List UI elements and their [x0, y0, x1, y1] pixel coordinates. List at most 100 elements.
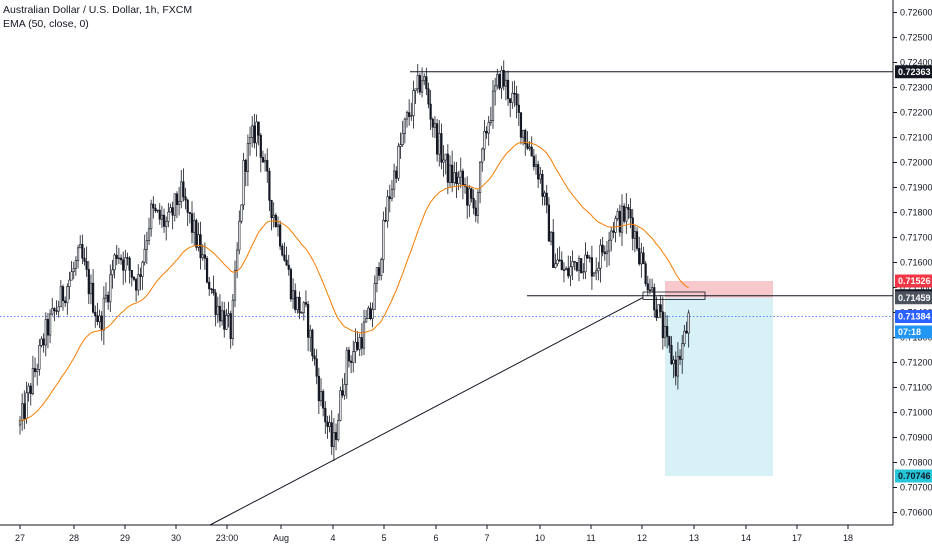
candle[interactable]	[451, 150, 454, 193]
candle[interactable]	[85, 246, 88, 277]
candle[interactable]	[154, 204, 157, 213]
candle[interactable]	[567, 255, 570, 279]
candle[interactable]	[582, 263, 585, 280]
candle[interactable]	[92, 269, 95, 314]
candle[interactable]	[328, 415, 331, 433]
candle[interactable]	[440, 123, 443, 170]
candle[interactable]	[231, 294, 234, 346]
candle[interactable]	[72, 261, 75, 280]
candle[interactable]	[315, 349, 318, 385]
candle[interactable]	[208, 277, 211, 297]
candle[interactable]	[614, 215, 617, 243]
candle[interactable]	[537, 160, 540, 188]
candle[interactable]	[111, 260, 114, 289]
candle[interactable]	[94, 305, 97, 328]
candle[interactable]	[683, 324, 686, 347]
candle[interactable]	[676, 342, 679, 390]
candle[interactable]	[227, 301, 230, 328]
candle[interactable]	[119, 254, 123, 265]
candle[interactable]	[296, 296, 299, 314]
candle[interactable]	[270, 199, 273, 231]
candle[interactable]	[141, 260, 144, 290]
candle[interactable]	[532, 148, 535, 171]
candle[interactable]	[139, 267, 142, 291]
candle[interactable]	[681, 334, 684, 374]
candle[interactable]	[74, 256, 77, 276]
candle[interactable]	[279, 220, 282, 251]
candle[interactable]	[109, 264, 112, 312]
candle[interactable]	[478, 161, 482, 204]
candle[interactable]	[483, 119, 486, 161]
candle[interactable]	[607, 231, 611, 266]
candle[interactable]	[165, 216, 168, 241]
candle[interactable]	[263, 153, 267, 172]
candle[interactable]	[547, 197, 550, 242]
candle[interactable]	[281, 243, 284, 257]
candle[interactable]	[341, 378, 344, 398]
candle[interactable]	[248, 126, 252, 156]
candle[interactable]	[446, 144, 449, 195]
candle[interactable]	[324, 401, 327, 435]
candle[interactable]	[631, 208, 634, 251]
candle[interactable]	[33, 357, 37, 378]
candle[interactable]	[625, 193, 628, 234]
candle[interactable]	[343, 373, 346, 400]
candle[interactable]	[539, 166, 542, 184]
candle[interactable]	[627, 203, 630, 220]
candle[interactable]	[461, 168, 465, 200]
candle[interactable]	[349, 355, 353, 374]
candle[interactable]	[571, 250, 574, 281]
candle[interactable]	[380, 257, 383, 281]
candle[interactable]	[575, 262, 578, 272]
candle[interactable]	[592, 271, 596, 277]
candle[interactable]	[205, 256, 209, 284]
candle[interactable]	[513, 80, 516, 107]
candle[interactable]	[605, 241, 609, 268]
candle[interactable]	[240, 204, 243, 224]
candle[interactable]	[678, 349, 682, 366]
candle[interactable]	[405, 110, 409, 128]
candle[interactable]	[253, 113, 256, 149]
candle[interactable]	[48, 309, 52, 344]
candle[interactable]	[21, 393, 24, 431]
candle[interactable]	[438, 120, 441, 167]
candle[interactable]	[373, 275, 376, 310]
candle[interactable]	[425, 67, 428, 96]
candle[interactable]	[193, 212, 196, 246]
entry-marker-box[interactable]	[642, 291, 706, 300]
candle[interactable]	[306, 301, 310, 352]
candle[interactable]	[44, 312, 47, 357]
candle[interactable]	[169, 203, 172, 213]
candle[interactable]	[655, 296, 658, 322]
candle[interactable]	[412, 80, 415, 129]
candle[interactable]	[137, 264, 140, 296]
candle[interactable]	[401, 120, 404, 147]
candle[interactable]	[175, 191, 179, 219]
candle[interactable]	[442, 145, 445, 177]
candle[interactable]	[491, 79, 495, 129]
candle[interactable]	[618, 204, 621, 237]
candle[interactable]	[416, 64, 419, 94]
candle[interactable]	[560, 251, 563, 271]
candle[interactable]	[489, 106, 492, 126]
candle[interactable]	[337, 413, 340, 442]
candle[interactable]	[221, 301, 224, 326]
candle[interactable]	[180, 170, 183, 209]
candle[interactable]	[397, 142, 400, 181]
candle[interactable]	[29, 382, 32, 406]
candle[interactable]	[661, 296, 664, 350]
candle[interactable]	[257, 121, 260, 146]
candle[interactable]	[178, 186, 181, 216]
candle[interactable]	[223, 301, 226, 338]
candle[interactable]	[530, 136, 533, 157]
candle[interactable]	[390, 180, 394, 202]
candle[interactable]	[152, 196, 155, 219]
candle[interactable]	[629, 198, 632, 229]
candle[interactable]	[304, 290, 308, 308]
candle[interactable]	[70, 261, 73, 281]
candle[interactable]	[657, 304, 660, 319]
candle[interactable]	[57, 300, 60, 318]
candle[interactable]	[339, 386, 342, 422]
candle[interactable]	[448, 155, 452, 188]
